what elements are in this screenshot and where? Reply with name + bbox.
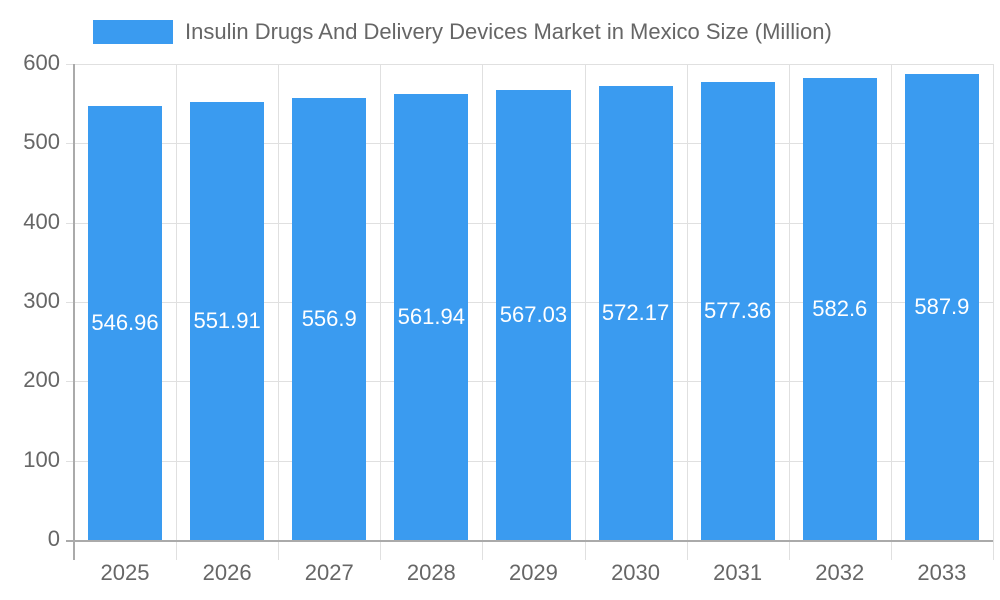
bar[interactable] [700, 81, 775, 540]
x-tick-label: 2029 [508, 560, 558, 585]
bar[interactable] [394, 94, 469, 540]
gridline-vertical [993, 64, 994, 560]
x-tick-label: 2027 [304, 560, 354, 585]
gridline-vertical [176, 64, 177, 560]
gridline-vertical [380, 64, 381, 560]
bar-value-label: 577.36 [704, 297, 772, 323]
y-axis [73, 64, 75, 560]
y-tick-label: 200 [23, 367, 60, 393]
bar-value-label: 551.91 [193, 308, 261, 334]
bar[interactable] [904, 73, 979, 540]
legend[interactable]: Insulin Drugs And Delivery Devices Marke… [93, 18, 832, 46]
bar-value-label: 567.03 [499, 302, 568, 328]
bar[interactable] [292, 98, 367, 540]
x-tick-label: 2032 [815, 560, 865, 585]
y-tick-label: 0 [47, 526, 60, 551]
x-tick-label: 2025 [100, 560, 150, 585]
bar[interactable] [190, 102, 265, 540]
y-tick-label: 400 [23, 208, 60, 234]
bar-value-label: 556.9 [301, 306, 357, 332]
x-tick-label: 2033 [917, 560, 967, 585]
gridline-vertical [789, 64, 790, 560]
bar[interactable] [496, 90, 571, 540]
bar[interactable] [802, 77, 877, 540]
gridline-vertical [585, 64, 586, 560]
x-axis [66, 540, 993, 542]
gridline-vertical [687, 64, 688, 560]
y-tick-label: 500 [23, 129, 60, 155]
bar[interactable] [88, 106, 163, 540]
gridline-vertical [278, 64, 279, 560]
gridline-vertical [891, 64, 892, 560]
bar-value-label: 587.9 [914, 293, 970, 319]
gridline-horizontal [66, 64, 993, 65]
x-tick-label: 2031 [713, 560, 763, 585]
gridline-vertical [482, 64, 483, 560]
legend-label: Insulin Drugs And Delivery Devices Marke… [185, 19, 832, 44]
x-tick-label: 2028 [406, 560, 456, 585]
y-tick-label: 600 [23, 50, 60, 75]
bar-value-label: 582.6 [812, 295, 868, 321]
y-tick-label: 100 [23, 446, 60, 472]
bar-value-label: 572.17 [601, 300, 670, 326]
x-tick-label: 2026 [202, 560, 252, 585]
x-tick-label: 2030 [611, 560, 661, 585]
legend-swatch [93, 20, 173, 44]
bar-value-label: 561.94 [397, 304, 465, 330]
y-tick-label: 300 [23, 288, 60, 313]
bar[interactable] [598, 86, 673, 540]
bar-value-label: 546.96 [91, 310, 159, 336]
